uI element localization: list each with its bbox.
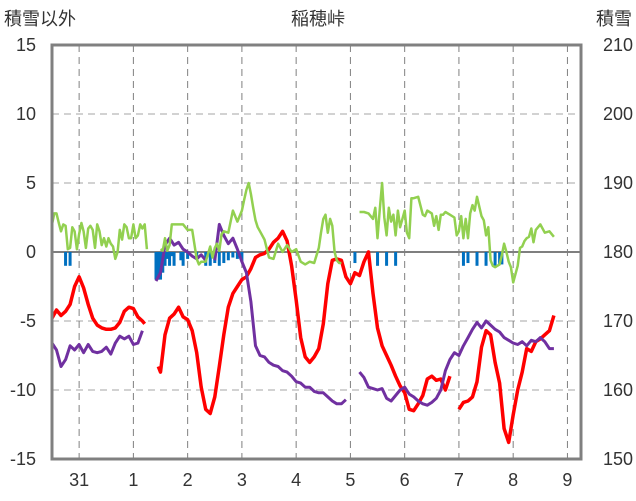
y-tick-label-left: 5 [26, 173, 36, 193]
y-tick-label-left: 15 [16, 35, 36, 55]
x-tick-label: 6 [400, 470, 410, 490]
plot-frame [50, 43, 583, 461]
y-ticks-left: 15 10 5 0 -5 -10 -15 [10, 35, 36, 469]
y-tick-label-right: 200 [603, 104, 633, 124]
x-tick-label: 9 [562, 470, 572, 490]
precip-bar [181, 252, 185, 266]
y-tick-label-right: 190 [603, 173, 633, 193]
precip-bar [170, 252, 174, 257]
y-ticks-right: 210 200 190 180 170 160 150 [603, 35, 633, 469]
x-tick-label: 4 [291, 470, 301, 490]
precip-bar [231, 252, 235, 258]
x-ticks: 31 1 2 3 4 5 6 7 8 9 [69, 470, 572, 490]
chart-title: 稲穂峠 [291, 9, 345, 29]
y-tick-label-right: 210 [603, 35, 633, 55]
precip-bar [208, 252, 212, 266]
precip-bar [165, 252, 169, 259]
y-tick-label-right: 160 [603, 380, 633, 400]
y-tick-label-left: -5 [20, 311, 36, 331]
y-tick-label-left: 0 [26, 242, 36, 262]
precip-bar [461, 252, 465, 266]
x-tick-label: 2 [183, 470, 193, 490]
y-tick-label-left: 10 [16, 104, 36, 124]
precip-bar [68, 252, 72, 266]
precip-bar [394, 252, 398, 266]
precip-bar [222, 252, 226, 264]
y-axis-label-right: 積雪 [596, 9, 632, 29]
precip-bar [156, 252, 160, 280]
x-tick-label: 3 [237, 470, 247, 490]
y-tick-label-right: 150 [603, 449, 633, 469]
precip-bar [353, 252, 357, 264]
precip-bar [376, 252, 380, 266]
y-tick-label-right: 180 [603, 242, 633, 262]
series-line-2 [50, 222, 554, 407]
precip-bar [493, 252, 497, 266]
precip-bar [235, 252, 239, 259]
precip-bar [64, 252, 68, 266]
precip-bar [226, 252, 230, 261]
x-tick-label: 1 [128, 470, 138, 490]
series-line-3 [50, 181, 555, 284]
precip-bar [385, 252, 389, 266]
x-tick-label: 7 [454, 470, 464, 490]
x-tick-label: 31 [69, 470, 89, 490]
precip-bar [466, 252, 470, 264]
precip-bar [179, 252, 183, 261]
x-tick-label: 5 [345, 470, 355, 490]
precip-bar [217, 252, 221, 266]
precip-bar [154, 252, 158, 280]
precip-bar [168, 252, 172, 266]
precip-bar [475, 252, 479, 266]
x-tick-label: 8 [508, 470, 518, 490]
y-tick-label-right: 170 [603, 311, 633, 331]
y-axis-label-left: 積雪以外 [4, 9, 76, 29]
precip-bar [163, 252, 167, 266]
y-tick-label-left: -10 [10, 380, 36, 400]
precip-bar [186, 252, 190, 259]
precip-bar [240, 252, 244, 262]
precip-bar [498, 252, 502, 265]
precip-bar [484, 252, 488, 266]
y-tick-label-left: -15 [10, 449, 36, 469]
precip-bars [64, 252, 504, 280]
precip-bar [172, 252, 176, 266]
series-lines [50, 181, 556, 445]
